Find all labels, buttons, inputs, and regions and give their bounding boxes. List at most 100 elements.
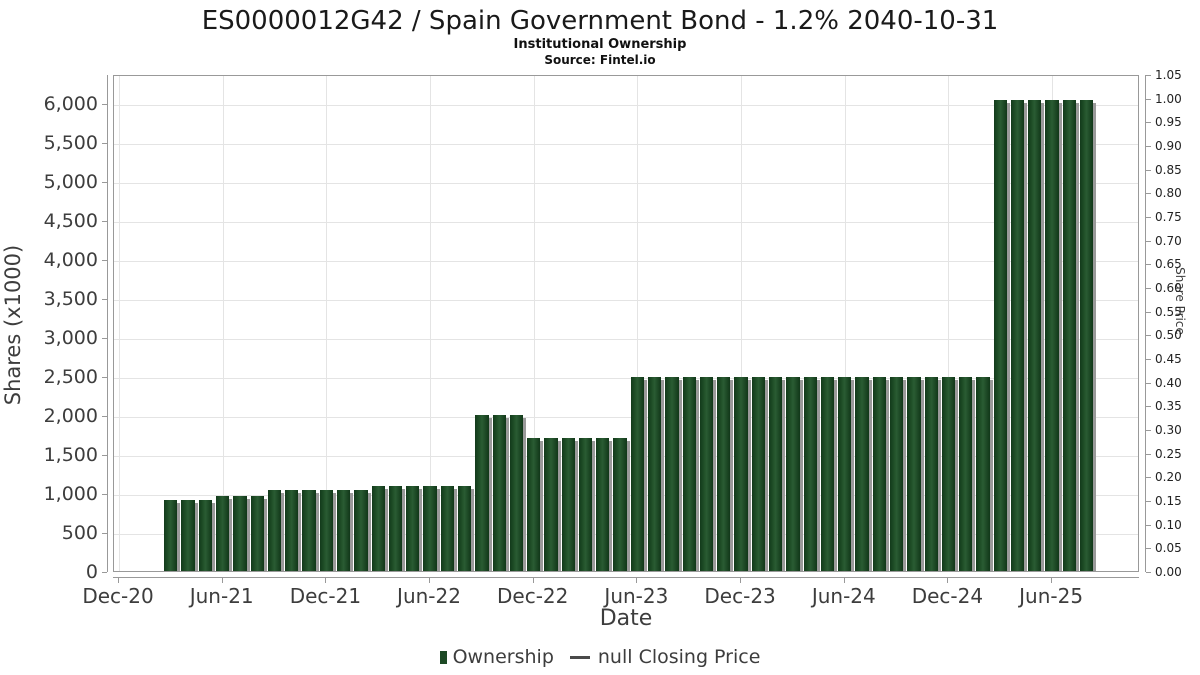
y-tick-label-left: 5,500	[43, 132, 98, 154]
ownership-bar[interactable]	[233, 495, 247, 571]
ownership-bar[interactable]	[216, 495, 230, 571]
ownership-bar[interactable]	[285, 490, 299, 571]
y-tick-label-left: 1,500	[43, 444, 98, 466]
y-tick-label-left: 4,000	[43, 249, 98, 271]
y-axis-tick-right	[1146, 311, 1151, 313]
x-axis-tick	[429, 578, 430, 583]
ownership-bar[interactable]	[423, 485, 437, 571]
ownership-bar[interactable]	[509, 414, 524, 571]
x-axis-tick	[1051, 578, 1053, 583]
y-axis-tick-right	[1146, 146, 1151, 147]
ownership-bar[interactable]	[371, 485, 385, 571]
horizontal-gridline	[114, 144, 1138, 145]
ownership-bar[interactable]	[492, 414, 506, 571]
y-axis-tick-right	[1146, 335, 1151, 337]
y-tick-label-right: 0.65	[1155, 257, 1182, 272]
ownership-bar[interactable]	[699, 377, 714, 571]
ownership-bar[interactable]	[630, 377, 645, 571]
ownership-bar[interactable]	[665, 377, 679, 571]
y-axis-tick-left	[102, 494, 107, 495]
x-tick-label: Jun-24	[811, 584, 876, 608]
ownership-bar[interactable]	[768, 377, 783, 571]
y-axis-tick-right	[1146, 98, 1151, 100]
horizontal-gridline	[114, 105, 1138, 106]
x-axis-tick	[843, 578, 845, 583]
y-axis-line-left	[107, 75, 108, 572]
ownership-bar[interactable]	[319, 490, 334, 571]
ownership-bar[interactable]	[717, 377, 731, 571]
y-tick-label-left: 2,500	[43, 366, 98, 388]
ownership-bar[interactable]	[613, 438, 627, 571]
horizontal-gridline	[114, 378, 1138, 379]
y-tick-label-left: 1,000	[43, 483, 98, 505]
horizontal-gridline	[114, 417, 1138, 418]
ownership-bar[interactable]	[1010, 100, 1025, 571]
y-axis-tick-right	[1146, 406, 1151, 408]
x-tick-label: Dec-22	[497, 584, 569, 608]
x-axis-tick	[118, 578, 119, 583]
y-axis-tick-left	[102, 416, 107, 417]
ownership-bar[interactable]	[907, 377, 921, 571]
y-tick-label-right: 0.55	[1155, 304, 1182, 319]
ownership-bar[interactable]	[872, 377, 886, 571]
vertical-gridline	[844, 76, 846, 571]
ownership-bar[interactable]	[993, 100, 1007, 571]
ownership-bar[interactable]	[561, 438, 575, 571]
y-axis-tick-right	[1146, 75, 1151, 76]
y-tick-label-right: 0.95	[1155, 115, 1182, 130]
y-axis-tick-left	[102, 182, 107, 183]
ownership-bar[interactable]	[388, 485, 403, 571]
ownership-bar[interactable]	[164, 499, 178, 571]
ownership-bar[interactable]	[751, 377, 766, 571]
horizontal-gridline	[114, 183, 1138, 184]
ownership-bar[interactable]	[267, 490, 282, 571]
ownership-bar[interactable]	[838, 377, 852, 571]
y-axis-tick-right	[1146, 240, 1151, 242]
ownership-bar[interactable]	[1062, 100, 1077, 571]
ownership-bar[interactable]	[820, 377, 835, 571]
ownership-bar[interactable]	[527, 438, 541, 571]
ownership-bar[interactable]	[959, 377, 973, 571]
ownership-bar[interactable]	[682, 377, 696, 571]
y-axis-tick-right	[1146, 193, 1151, 195]
y-axis-tick-right	[1146, 288, 1151, 289]
ownership-bar[interactable]	[855, 377, 869, 571]
ownership-bar[interactable]	[1045, 100, 1059, 571]
ownership-bar[interactable]	[1080, 100, 1094, 571]
x-axis-tick	[532, 578, 534, 583]
legend-closing-price-line-marker	[569, 655, 590, 659]
ownership-bar[interactable]	[734, 377, 748, 571]
ownership-bar[interactable]	[198, 499, 213, 571]
ownership-bar[interactable]	[889, 377, 904, 571]
ownership-bar[interactable]	[544, 438, 558, 571]
y-tick-label-left: 6,000	[43, 93, 98, 115]
ownership-bar[interactable]	[440, 485, 454, 571]
ownership-bar[interactable]	[250, 495, 264, 571]
ownership-bar[interactable]	[976, 377, 990, 571]
ownership-bar[interactable]	[578, 438, 593, 571]
ownership-bar[interactable]	[803, 377, 817, 571]
x-tick-label: Dec-23	[704, 584, 776, 608]
ownership-bar[interactable]	[302, 490, 316, 571]
y-axis-tick-right	[1146, 359, 1151, 360]
ownership-bar[interactable]	[786, 377, 800, 571]
legend: Ownership null Closing Price	[0, 646, 1200, 668]
ownership-bar[interactable]	[354, 490, 368, 571]
y-axis-tick-right	[1146, 382, 1151, 384]
ownership-bar[interactable]	[475, 414, 489, 571]
ownership-bar[interactable]	[941, 377, 956, 571]
ownership-bar[interactable]	[924, 377, 938, 571]
ownership-bar[interactable]	[1028, 100, 1042, 571]
ownership-bar[interactable]	[648, 377, 662, 571]
y-tick-label-right: 0.40	[1155, 375, 1182, 390]
y-tick-label-left: 5,000	[43, 171, 98, 193]
x-axis-line	[113, 577, 1139, 578]
ownership-bar[interactable]	[596, 438, 610, 571]
ownership-bar[interactable]	[406, 485, 420, 571]
vertical-gridline	[326, 76, 328, 571]
ownership-bar[interactable]	[336, 490, 351, 571]
ownership-bar[interactable]	[181, 499, 195, 571]
y-axis-tick-left	[102, 455, 107, 456]
ownership-bar[interactable]	[457, 485, 472, 571]
